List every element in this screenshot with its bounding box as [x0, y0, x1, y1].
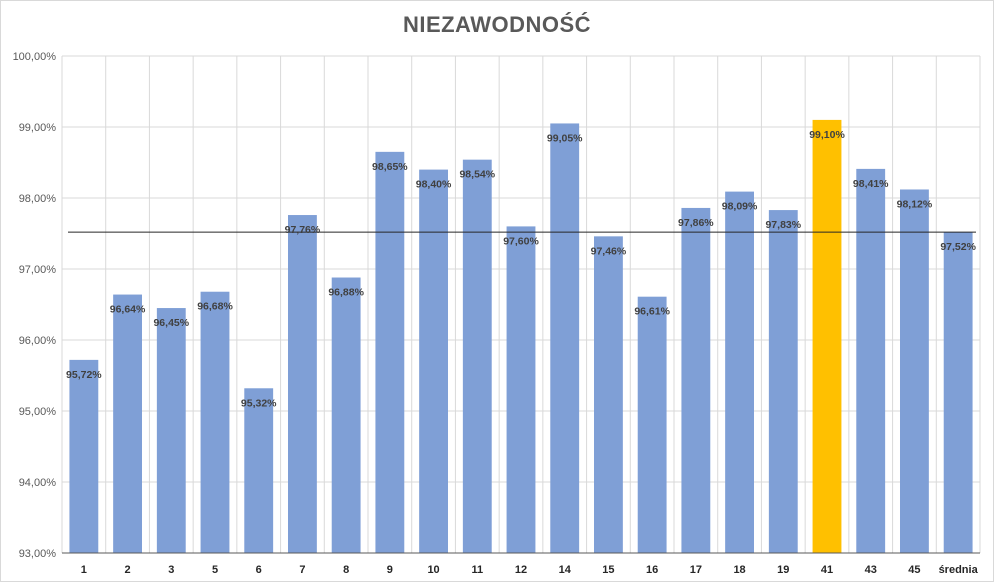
bar: [943, 232, 973, 553]
data-label: 97,52%: [940, 241, 976, 253]
y-tick-label: 95,00%: [19, 406, 57, 418]
bar: [506, 226, 536, 553]
x-tick-label: 19: [777, 564, 789, 576]
x-tick-label: 18: [733, 564, 745, 576]
bar: [725, 191, 754, 554]
data-label: 98,40%: [416, 179, 452, 191]
data-label: 98,41%: [853, 178, 889, 190]
x-tick-label: 10: [427, 564, 439, 576]
bar: [156, 308, 186, 553]
bar: [200, 291, 230, 553]
bar: [768, 210, 798, 553]
x-tick-label: 14: [559, 564, 572, 576]
x-tick-label: 45: [908, 564, 920, 576]
bar: [419, 169, 448, 553]
data-label: 98,12%: [897, 198, 933, 210]
data-label: 95,72%: [66, 369, 102, 381]
bar: [331, 277, 361, 553]
data-labels: 95,72% 96,64% 96,45% 96,68% 95,32% 97,76% 96,8…: [66, 129, 977, 409]
x-tick-label: 9: [387, 564, 393, 576]
bar: [812, 119, 842, 554]
y-tick-label: 96,00%: [19, 335, 57, 347]
bar: [113, 294, 142, 553]
x-tick-label: 16: [646, 564, 658, 576]
x-tick-label: 17: [690, 564, 702, 576]
bar: [244, 388, 274, 553]
bar: [681, 207, 711, 553]
bar: [288, 215, 317, 554]
chart-title: NIEZAWODNOŚĆ: [402, 12, 592, 37]
data-label: 99,05%: [547, 132, 583, 144]
y-tick-label: 100,00%: [13, 51, 57, 63]
x-tick-label: 1: [81, 564, 87, 576]
bars: [69, 119, 973, 554]
axes: 93,00% 94,00% 95,00% 96,00% 97,00% 98,00% 99,0…: [13, 51, 980, 576]
data-label: 97,83%: [765, 219, 801, 231]
bar: [594, 236, 623, 553]
y-tick-label: 94,00%: [19, 477, 57, 489]
y-tick-label: 93,00%: [19, 548, 57, 560]
data-label: 97,60%: [503, 235, 539, 247]
data-label: 99,10%: [809, 129, 845, 141]
x-tick-label: 8: [343, 564, 349, 576]
x-tick-label: 5: [212, 564, 218, 576]
data-label: 96,61%: [634, 306, 670, 318]
data-label: 98,65%: [372, 161, 408, 173]
bar: [69, 359, 99, 553]
bar: [856, 168, 886, 553]
x-tick-label: 7: [299, 564, 305, 576]
bar: [550, 123, 580, 553]
bar: [462, 159, 492, 553]
x-tick-label: 12: [515, 564, 527, 576]
x-tick-label: 11: [471, 564, 483, 576]
x-tick-label: 15: [602, 564, 614, 576]
data-label: 96,64%: [110, 304, 146, 316]
data-label: 97,86%: [678, 217, 714, 229]
y-tick-label: 97,00%: [19, 264, 57, 276]
data-label: 96,68%: [197, 301, 233, 313]
x-tick-label: 2: [125, 564, 131, 576]
x-tick-label: 41: [821, 564, 833, 576]
bar: [375, 151, 405, 553]
x-tick-label: 3: [168, 564, 174, 576]
data-label: 98,09%: [722, 201, 758, 213]
x-tick-label: 43: [865, 564, 877, 576]
x-tick-label: średnia: [939, 564, 979, 576]
data-label: 97,46%: [591, 245, 627, 257]
data-label: 96,45%: [153, 317, 189, 329]
bar: [637, 296, 667, 553]
data-label: 96,88%: [328, 287, 364, 299]
data-label: 97,76%: [285, 224, 321, 236]
x-tick-label: 6: [256, 564, 262, 576]
data-label: 95,32%: [241, 397, 277, 409]
data-label: 98,54%: [459, 169, 495, 181]
y-tick-label: 98,00%: [19, 193, 57, 205]
bar: [900, 189, 929, 554]
y-tick-label: 99,00%: [19, 122, 57, 134]
